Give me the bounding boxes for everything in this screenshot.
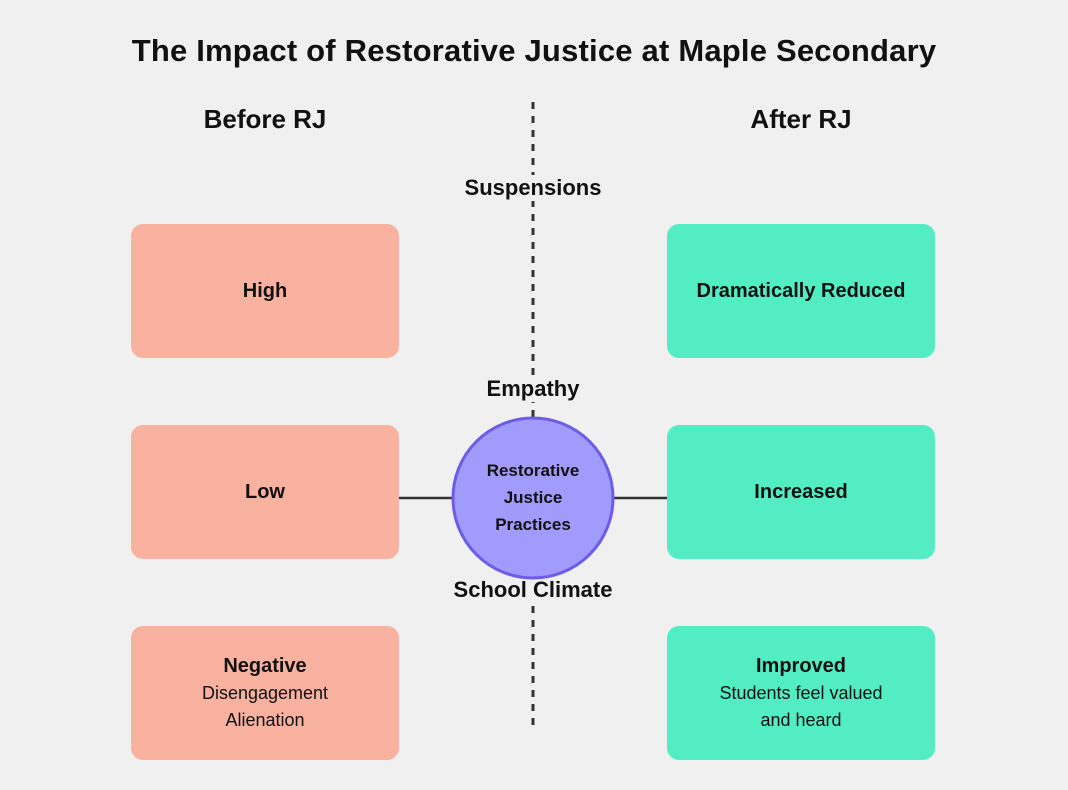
after-box-empathy: Increased xyxy=(667,425,935,559)
before-detail: Alienation xyxy=(225,709,305,730)
before-box-suspensions: High xyxy=(131,224,399,358)
before-column-header: Before RJ xyxy=(203,104,327,134)
row-label-school-climate: School Climate xyxy=(400,577,666,603)
after-detail: Students feel valued xyxy=(719,682,883,703)
row-label-suspensions: Suspensions xyxy=(400,175,666,201)
page-title: The Impact of Restorative Justice at Map… xyxy=(131,33,937,68)
after-value: Improved xyxy=(755,654,847,677)
center-line: Justice xyxy=(503,488,563,507)
center-line: Practices xyxy=(495,515,571,534)
after-box-suspensions: Dramatically Reduced xyxy=(667,224,935,358)
before-box-empathy: Low xyxy=(131,425,399,559)
before-detail: Disengagement xyxy=(201,682,329,703)
after-box-school-climate: Improved Students feel valued and heard xyxy=(667,626,935,760)
after-detail: and heard xyxy=(760,709,842,730)
after-column-header: After RJ xyxy=(750,104,852,134)
center-node-label: Restorative Justice Practices xyxy=(462,457,604,538)
after-value: Dramatically Reduced xyxy=(696,279,906,302)
before-value: High xyxy=(242,279,288,302)
after-value: Increased xyxy=(754,480,848,503)
before-box-school-climate: Negative Disengagement Alienation xyxy=(131,626,399,760)
center-node-circle xyxy=(451,416,615,580)
before-value: Negative xyxy=(223,654,307,677)
center-line: Restorative xyxy=(486,461,580,480)
before-value: Low xyxy=(245,480,285,503)
row-label-empathy: Empathy xyxy=(400,376,666,402)
